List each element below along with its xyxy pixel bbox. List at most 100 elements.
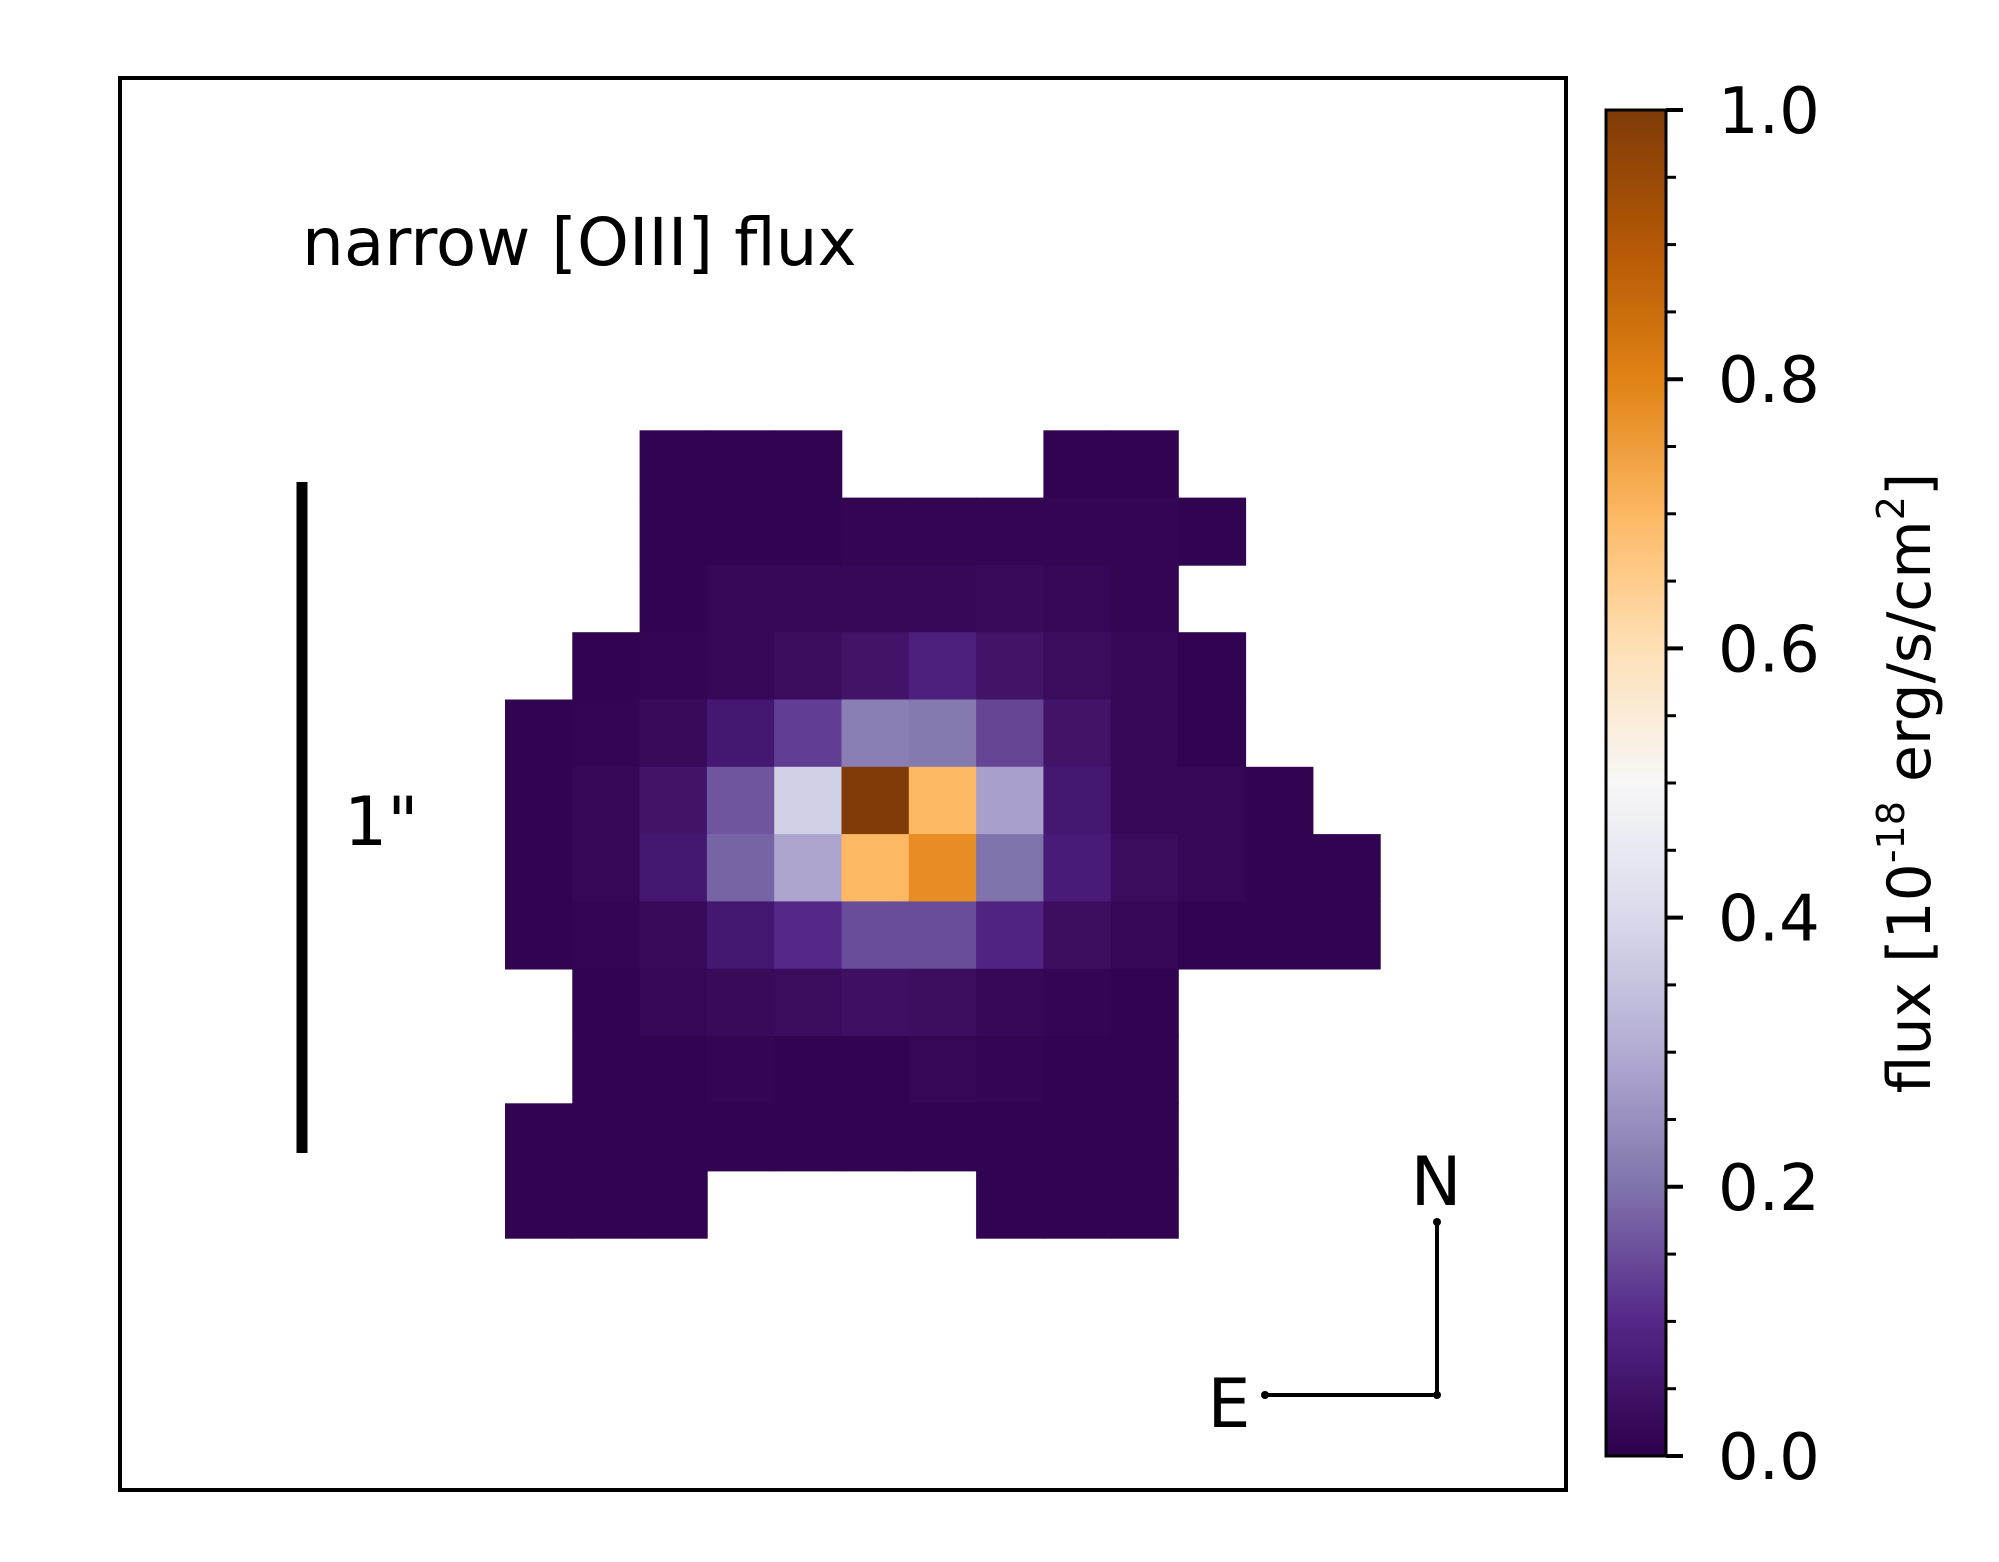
heatmap-cell [976,564,1045,633]
heatmap-cells [505,430,1381,1239]
heatmap-cell [1043,430,1112,499]
heatmap-cell [976,632,1045,701]
heatmap-cell [706,699,775,768]
heatmap-cell [639,497,708,566]
heatmap-cell [841,901,910,970]
heatmap-cell [572,901,641,970]
heatmap-cell [1178,901,1247,970]
heatmap-cell [1043,834,1112,903]
heatmap-cell [908,766,977,835]
heatmap-cell [1178,497,1247,566]
heatmap-cell [1043,699,1112,768]
heatmap-cell [1043,968,1112,1037]
heatmap-cell [841,699,910,768]
heatmap-cell [1178,766,1247,835]
heatmap-cell [706,1036,775,1105]
heatmap-cell [1110,1103,1179,1172]
heatmap-cell [1312,834,1381,903]
compass-north-tip [1433,1218,1441,1226]
heatmap-cell [774,430,843,499]
heatmap-cell [639,632,708,701]
heatmap-cell [976,1170,1045,1239]
heatmap-cell [639,430,708,499]
heatmap-cell [1043,1103,1112,1172]
heatmap-cell [1043,1170,1112,1239]
compass-east-tip [1261,1391,1269,1399]
heatmap-cell [908,632,977,701]
heatmap-cell [841,1103,910,1172]
heatmap-cell [505,1103,574,1172]
heatmap-cell [639,1170,708,1239]
heatmap-cell [1110,564,1179,633]
colorbar-tick-label: 1.0 [1718,75,1820,149]
colorbar-tick-label: 0.6 [1718,613,1820,687]
colorbar-tick-label: 0.0 [1718,1421,1820,1495]
heatmap-cell [706,564,775,633]
heatmap-cell [572,632,641,701]
compass-east-label: E [1208,1365,1251,1444]
heatmap-cell [1312,901,1381,970]
heatmap-cell [505,1170,574,1239]
heatmap-cell [706,632,775,701]
heatmap-cell [908,497,977,566]
heatmap-cell [976,1103,1045,1172]
heatmap-cell [841,968,910,1037]
heatmap-cell [505,834,574,903]
heatmap-cell [639,699,708,768]
heatmap-cell [1110,632,1179,701]
heatmap-cell [639,968,708,1037]
heatmap-cell [976,497,1045,566]
heatmap-cell [1110,1170,1179,1239]
heatmap-cell [1245,766,1314,835]
heatmap-cell [976,699,1045,768]
heatmap-cell [841,766,910,835]
heatmap-cell [976,968,1045,1037]
heatmap-cell [639,901,708,970]
heatmap-cell [908,1103,977,1172]
heatmap-cell [774,834,843,903]
heatmap-cell [572,1103,641,1172]
colorbar-tick-label: 0.4 [1718,883,1820,957]
heatmap-cell [1110,968,1179,1037]
colorbar [1604,108,1668,1458]
heatmap-cell [774,1036,843,1105]
heatmap-cell [639,766,708,835]
heatmap-cell [572,834,641,903]
heatmap-cell [976,901,1045,970]
heatmap-cell [841,834,910,903]
heatmap-cell [572,968,641,1037]
heatmap-cell [774,1103,843,1172]
heatmap-cell [1178,632,1247,701]
heatmap-cell [774,968,843,1037]
compass-origin [1433,1391,1441,1399]
chart-title: narrow [OIII] flux [302,204,857,281]
heatmap-cell [1043,564,1112,633]
heatmap-cell [1110,430,1179,499]
scale-bar-label: 1" [344,783,419,862]
heatmap-cell [908,901,977,970]
heatmap-cell [706,1103,775,1172]
heatmap-cell [639,1103,708,1172]
colorbar-tick-label: 0.2 [1718,1152,1820,1226]
heatmap-cell [706,901,775,970]
colorbar-label-end: ] [1875,473,1945,496]
heatmap-cell [976,766,1045,835]
heatmap-cell [976,834,1045,903]
heatmap-cell [706,968,775,1037]
colorbar-label-exponent-2: 2 [1869,496,1913,520]
heatmap-cell [572,1036,641,1105]
heatmap-cell [774,632,843,701]
heatmap-cell [1043,1036,1112,1105]
heatmap-cell [908,834,977,903]
colorbar-label: flux [10-18 erg/s/cm2] [1869,473,1945,1094]
heatmap-cell [1043,497,1112,566]
heatmap-cell [1110,699,1179,768]
heatmap-cell [774,699,843,768]
heatmap-cell [706,497,775,566]
heatmap-cell [841,632,910,701]
heatmap-cell [572,1170,641,1239]
heatmap-cell [841,564,910,633]
heatmap-cell [505,766,574,835]
heatmap-cell [774,564,843,633]
heatmap-cell [639,564,708,633]
